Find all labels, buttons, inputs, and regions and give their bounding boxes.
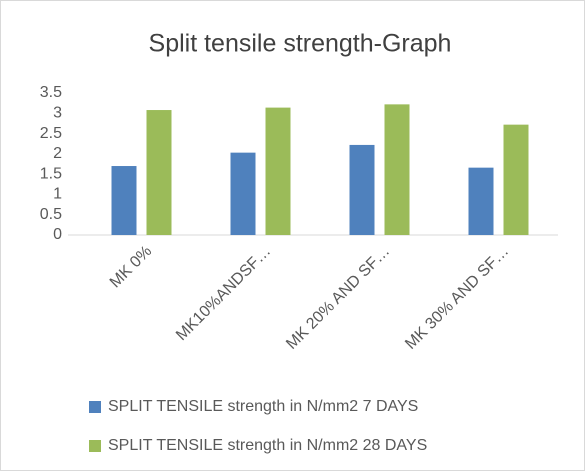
y-tick-label: 3 xyxy=(53,105,62,122)
legend-swatch xyxy=(89,401,101,413)
bar xyxy=(146,110,172,235)
bar xyxy=(384,104,410,235)
bar xyxy=(111,166,137,235)
bar xyxy=(349,144,375,235)
bar xyxy=(265,107,291,235)
legend-swatch xyxy=(89,440,101,452)
y-tick-label: 1.5 xyxy=(40,165,62,182)
y-tick-label: 3.5 xyxy=(40,84,62,101)
bar xyxy=(468,167,494,235)
y-tick-label: 0 xyxy=(53,226,62,243)
bar xyxy=(503,124,529,235)
bar xyxy=(230,152,256,235)
y-tick-label: 2.5 xyxy=(40,125,62,142)
y-tick-label: 2 xyxy=(53,145,62,162)
legend-label: SPLIT TENSILE strength in N/mm2 7 DAYS xyxy=(108,398,418,415)
y-tick-label: 0.5 xyxy=(40,206,62,223)
y-tick-label: 1 xyxy=(53,186,62,203)
legend-label: SPLIT TENSILE strength in N/mm2 28 DAYS xyxy=(108,437,427,454)
chart-title: Split tensile strength-Graph xyxy=(149,30,452,58)
